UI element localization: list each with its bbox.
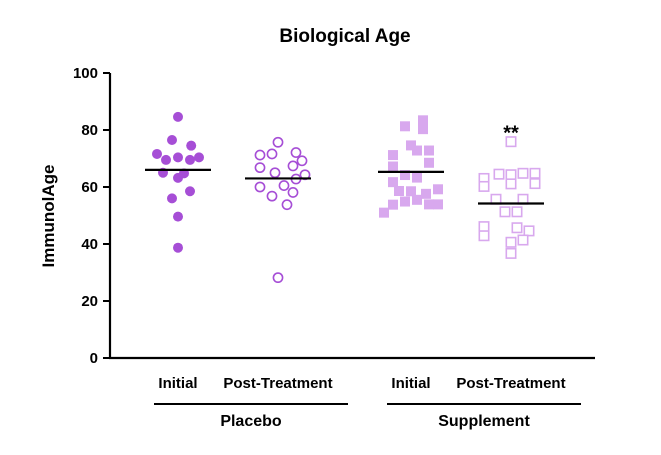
data-point [412, 145, 422, 156]
data-point [281, 199, 293, 211]
data-point [379, 207, 389, 218]
group-label: Supplement [438, 413, 530, 430]
data-point [517, 234, 529, 246]
data-point [505, 169, 517, 181]
data-point [287, 160, 299, 172]
data-point [272, 272, 284, 284]
data-point [173, 111, 183, 122]
data-point [194, 152, 204, 163]
data-point [266, 148, 278, 160]
data-point [266, 190, 278, 202]
data-point [394, 185, 404, 196]
data-point [400, 170, 410, 181]
data-point [418, 115, 428, 126]
data-point [493, 168, 505, 180]
data-point [421, 188, 431, 199]
data-point [523, 225, 535, 237]
data-point [152, 148, 162, 159]
data-point [529, 178, 541, 190]
chart-title: Biological Age [279, 26, 410, 47]
data-point [433, 199, 443, 210]
data-point [424, 157, 434, 168]
data-point [400, 121, 410, 132]
data-point [418, 124, 428, 135]
data-point [388, 177, 398, 188]
group-label: Placebo [220, 413, 282, 430]
x-tick-label: Initial [391, 375, 430, 392]
data-point [272, 136, 284, 148]
y-tick-label: 40 [81, 236, 98, 253]
data-point [505, 247, 517, 259]
data-point [406, 186, 416, 197]
data-point [296, 155, 308, 167]
data-point [400, 196, 410, 207]
x-tick-label: Initial [158, 375, 197, 392]
data-point [424, 145, 434, 156]
data-point [173, 211, 183, 222]
data-point [406, 140, 416, 151]
data-point [517, 167, 529, 179]
data-point [505, 178, 517, 190]
data-point [185, 154, 195, 165]
data-point [478, 230, 490, 242]
data-point [388, 150, 398, 161]
significance-annotation: ** [503, 122, 519, 144]
data-point [424, 199, 434, 210]
data-point [412, 194, 422, 205]
y-tick-label: 60 [81, 179, 98, 196]
data-point [478, 180, 490, 192]
data-point [173, 172, 183, 183]
data-point [254, 181, 266, 193]
data-point [161, 154, 171, 165]
data-point [505, 136, 517, 148]
y-axis-label: ImmunolAge [39, 165, 58, 268]
data-point [511, 222, 523, 234]
data-point [167, 193, 177, 204]
data-point [388, 161, 398, 172]
data-point [167, 134, 177, 145]
data-point [412, 172, 422, 183]
y-tick-label: 20 [81, 293, 98, 310]
data-point [173, 242, 183, 253]
data-point [278, 180, 290, 191]
x-tick-label: Post-Treatment [223, 375, 332, 392]
data-point [505, 236, 517, 248]
data-point [173, 152, 183, 163]
y-tick-label: 0 [90, 350, 98, 367]
data-point [269, 167, 281, 179]
data-point [290, 147, 302, 158]
data-point [254, 149, 266, 161]
data-point [185, 186, 195, 197]
y-tick-label: 80 [81, 122, 98, 139]
data-point [186, 140, 197, 151]
data-point [529, 167, 541, 179]
x-tick-label: Post-Treatment [456, 375, 565, 392]
data-point [287, 187, 299, 198]
y-tick-label: 100 [73, 65, 98, 82]
data-point [478, 221, 490, 233]
data-point [433, 184, 443, 195]
data-point [511, 206, 523, 218]
data-point [499, 206, 511, 218]
data-point [254, 162, 266, 174]
data-point [388, 199, 398, 210]
